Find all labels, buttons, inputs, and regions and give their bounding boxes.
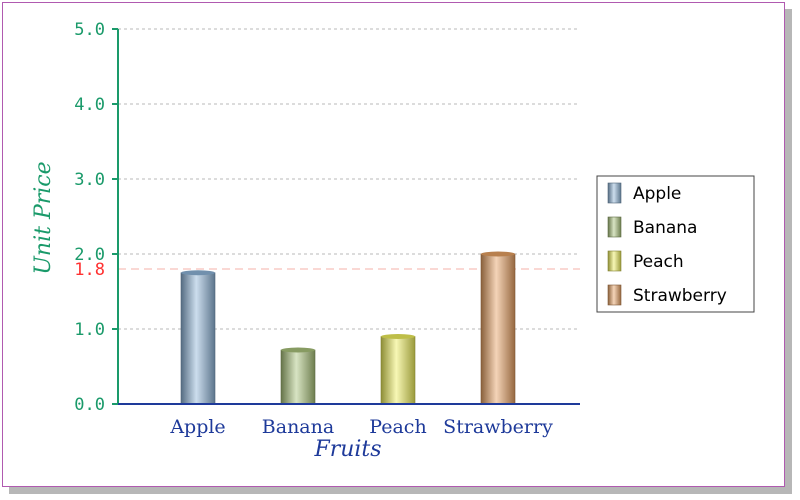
legend-label: Apple xyxy=(633,184,681,204)
y-tick-label: 3.0 xyxy=(74,170,105,190)
bar-cap xyxy=(381,334,415,339)
bar xyxy=(180,272,216,405)
y-axis-label: Unit Price xyxy=(31,161,56,274)
y-tick-labels: 0.0 1.0 2.0 3.0 4.0 5.0 xyxy=(74,20,105,415)
y-tick-label: 2.0 xyxy=(74,245,105,265)
y-tick-label: 4.0 xyxy=(74,95,105,115)
x-axis-label: Fruits xyxy=(313,437,381,462)
axes xyxy=(112,28,580,405)
y-tick-label: 1.0 xyxy=(74,320,105,340)
legend-box xyxy=(596,175,755,313)
legend-swatch xyxy=(607,216,622,238)
bar xyxy=(380,336,416,405)
bar-peach xyxy=(380,334,416,405)
x-tick-label: Strawberry xyxy=(443,416,553,438)
legend-item-strawberry: Strawberry xyxy=(607,284,727,306)
bar-cap xyxy=(181,270,215,276)
legend-label: Peach xyxy=(633,252,684,272)
legend-label: Strawberry xyxy=(633,286,727,306)
bar-banana xyxy=(280,347,316,405)
legend-item-peach: Peach xyxy=(607,250,684,272)
reference-line-label: 1.8 xyxy=(74,260,105,280)
x-tick-label: Peach xyxy=(369,416,426,438)
y-tick-label: 5.0 xyxy=(74,20,105,40)
legend-swatch xyxy=(607,182,622,204)
y-tick-label: 0.0 xyxy=(74,395,105,415)
legend-label: Banana xyxy=(633,218,697,238)
x-tick-labels: Apple Banana Peach Strawberry xyxy=(169,416,553,438)
bar xyxy=(280,349,316,405)
bar-cap xyxy=(481,251,515,257)
legend: Apple Banana Peach Strawberry xyxy=(596,175,755,313)
bar-cap xyxy=(281,347,315,353)
x-tick-label: Apple xyxy=(169,416,225,438)
legend-item-banana: Banana xyxy=(607,216,697,238)
bar-strawberry xyxy=(480,251,516,405)
legend-swatch xyxy=(607,284,622,306)
x-tick-label: Banana xyxy=(262,416,334,438)
bar-apple xyxy=(180,270,216,405)
bar xyxy=(480,253,516,405)
legend-item-apple: Apple xyxy=(607,182,681,204)
bars xyxy=(180,251,516,405)
legend-swatch xyxy=(607,250,622,272)
